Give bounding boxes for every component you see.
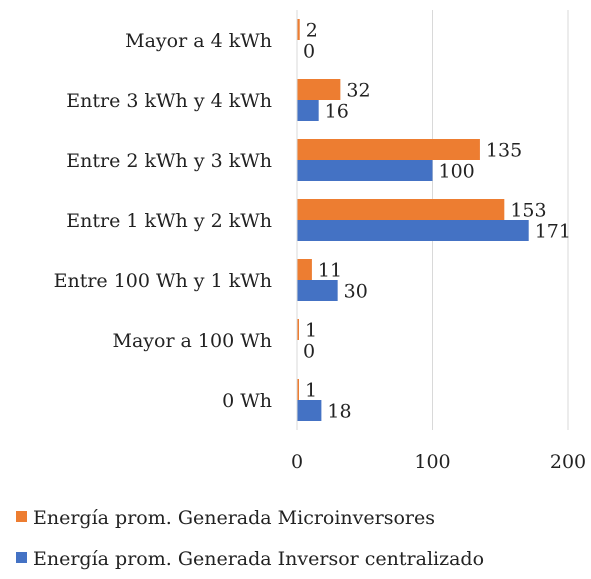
category-label: Entre 3 kWh y 4 kWh — [66, 90, 272, 112]
data-label: 0 — [303, 341, 315, 363]
bar-centralizado — [297, 400, 322, 421]
legend-swatch — [16, 511, 27, 522]
bar-centralizado — [297, 100, 319, 121]
category-label: 0 Wh — [222, 390, 272, 412]
bar-centralizado — [297, 160, 433, 181]
bar-microinversores — [297, 379, 299, 400]
bar-microinversores — [297, 199, 505, 220]
data-label: 16 — [325, 101, 349, 123]
bar-microinversores — [297, 259, 312, 280]
legend: Energía prom. Generada Microinversores En… — [16, 507, 484, 570]
legend-swatch — [16, 552, 27, 563]
data-label: 1 — [305, 380, 317, 402]
category-label: Entre 100 Wh y 1 kWh — [54, 270, 272, 292]
category-label: Mayor a 100 Wh — [112, 330, 272, 352]
bar-centralizado — [297, 220, 529, 241]
data-label: 135 — [486, 140, 522, 162]
data-label: 100 — [439, 161, 475, 183]
bar-microinversores — [297, 79, 341, 100]
data-label: 32 — [346, 80, 370, 102]
category-label: Mayor a 4 kWh — [125, 30, 272, 52]
bar-microinversores — [297, 139, 480, 160]
category-label: Entre 2 kWh y 3 kWh — [66, 150, 272, 172]
data-label: 0 — [303, 41, 315, 63]
data-label: 2 — [306, 20, 318, 42]
data-label: 18 — [327, 401, 351, 423]
x-tick-label: 200 — [550, 451, 586, 473]
data-label: 153 — [510, 200, 546, 222]
legend-label: Energía prom. Generada Microinversores — [33, 507, 435, 529]
bar-centralizado — [297, 280, 338, 301]
bar-microinversores — [297, 19, 300, 40]
x-tick-label: 0 — [291, 451, 303, 473]
legend-label: Energía prom. Generada Inversor centrali… — [33, 548, 484, 570]
x-tick-label: 100 — [414, 451, 450, 473]
data-label: 1 — [305, 320, 317, 342]
bar-microinversores — [297, 319, 299, 340]
data-label: 171 — [535, 221, 571, 243]
category-label: Entre 1 kWh y 2 kWh — [66, 210, 272, 232]
data-label: 11 — [318, 260, 342, 282]
data-label: 30 — [344, 281, 368, 303]
